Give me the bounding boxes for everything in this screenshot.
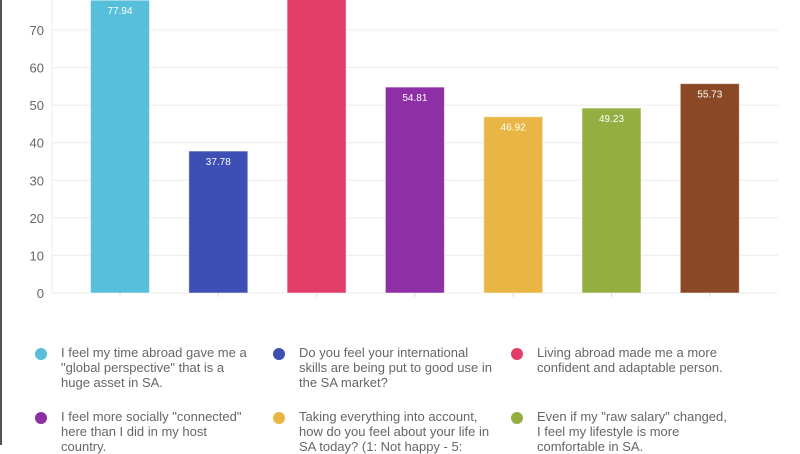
legend-label: Do you feel your international skills ar… bbox=[299, 345, 492, 390]
legend-marker bbox=[35, 348, 47, 360]
y-tick-label: 30 bbox=[30, 173, 44, 188]
data-label: 46.92 bbox=[501, 123, 526, 134]
bar bbox=[384, 86, 445, 294]
bar-chart: 0 10 20 30 40 50 60 70 77.94 37.78 54.81 46.92 49.23… bbox=[30, 0, 778, 300]
y-tick-label: 70 bbox=[30, 23, 44, 38]
legend-label: Even if my "raw salary" changed, I feel … bbox=[537, 409, 727, 454]
legend-item[interactable]: Taking everything into account, how do y… bbox=[273, 409, 493, 454]
legend-label: I feel my time abroad gave me a "global … bbox=[61, 345, 247, 390]
bar bbox=[90, 0, 150, 294]
legend-marker bbox=[273, 348, 285, 360]
bar bbox=[188, 150, 249, 294]
legend-label: I feel more socially "connected" here th… bbox=[61, 409, 242, 454]
legend-marker bbox=[511, 412, 523, 424]
bar bbox=[483, 116, 544, 294]
bar bbox=[286, 0, 347, 294]
y-tick-label: 10 bbox=[30, 248, 44, 263]
y-tick-label: 50 bbox=[30, 98, 44, 113]
legend-marker bbox=[273, 412, 285, 424]
bar bbox=[581, 107, 642, 294]
bar bbox=[679, 83, 740, 294]
legend-item[interactable]: Even if my "raw salary" changed, I feel … bbox=[511, 409, 731, 454]
data-label: 55.73 bbox=[697, 90, 722, 101]
legend-item[interactable]: I feel more socially "connected" here th… bbox=[35, 409, 255, 454]
y-tick-label: 20 bbox=[30, 211, 44, 226]
data-label: 54.81 bbox=[402, 93, 427, 104]
data-label: 49.23 bbox=[599, 114, 624, 125]
y-tick-label: 0 bbox=[37, 286, 44, 300]
y-tick-label: 40 bbox=[30, 136, 44, 151]
legend-marker bbox=[511, 348, 523, 360]
legend-item[interactable]: I feel my time abroad gave me a "global … bbox=[35, 345, 255, 390]
data-label: 77.94 bbox=[107, 6, 132, 17]
legend-marker bbox=[35, 412, 47, 424]
y-tick-label: 60 bbox=[30, 61, 44, 76]
data-label: 37.78 bbox=[206, 157, 231, 168]
legend-item[interactable]: Living abroad made me a more confident a… bbox=[511, 345, 731, 375]
legend-item[interactable]: Do you feel your international skills ar… bbox=[273, 345, 493, 390]
legend-label: Living abroad made me a more confident a… bbox=[537, 345, 723, 375]
legend-label: Taking everything into account, how do y… bbox=[299, 409, 490, 454]
